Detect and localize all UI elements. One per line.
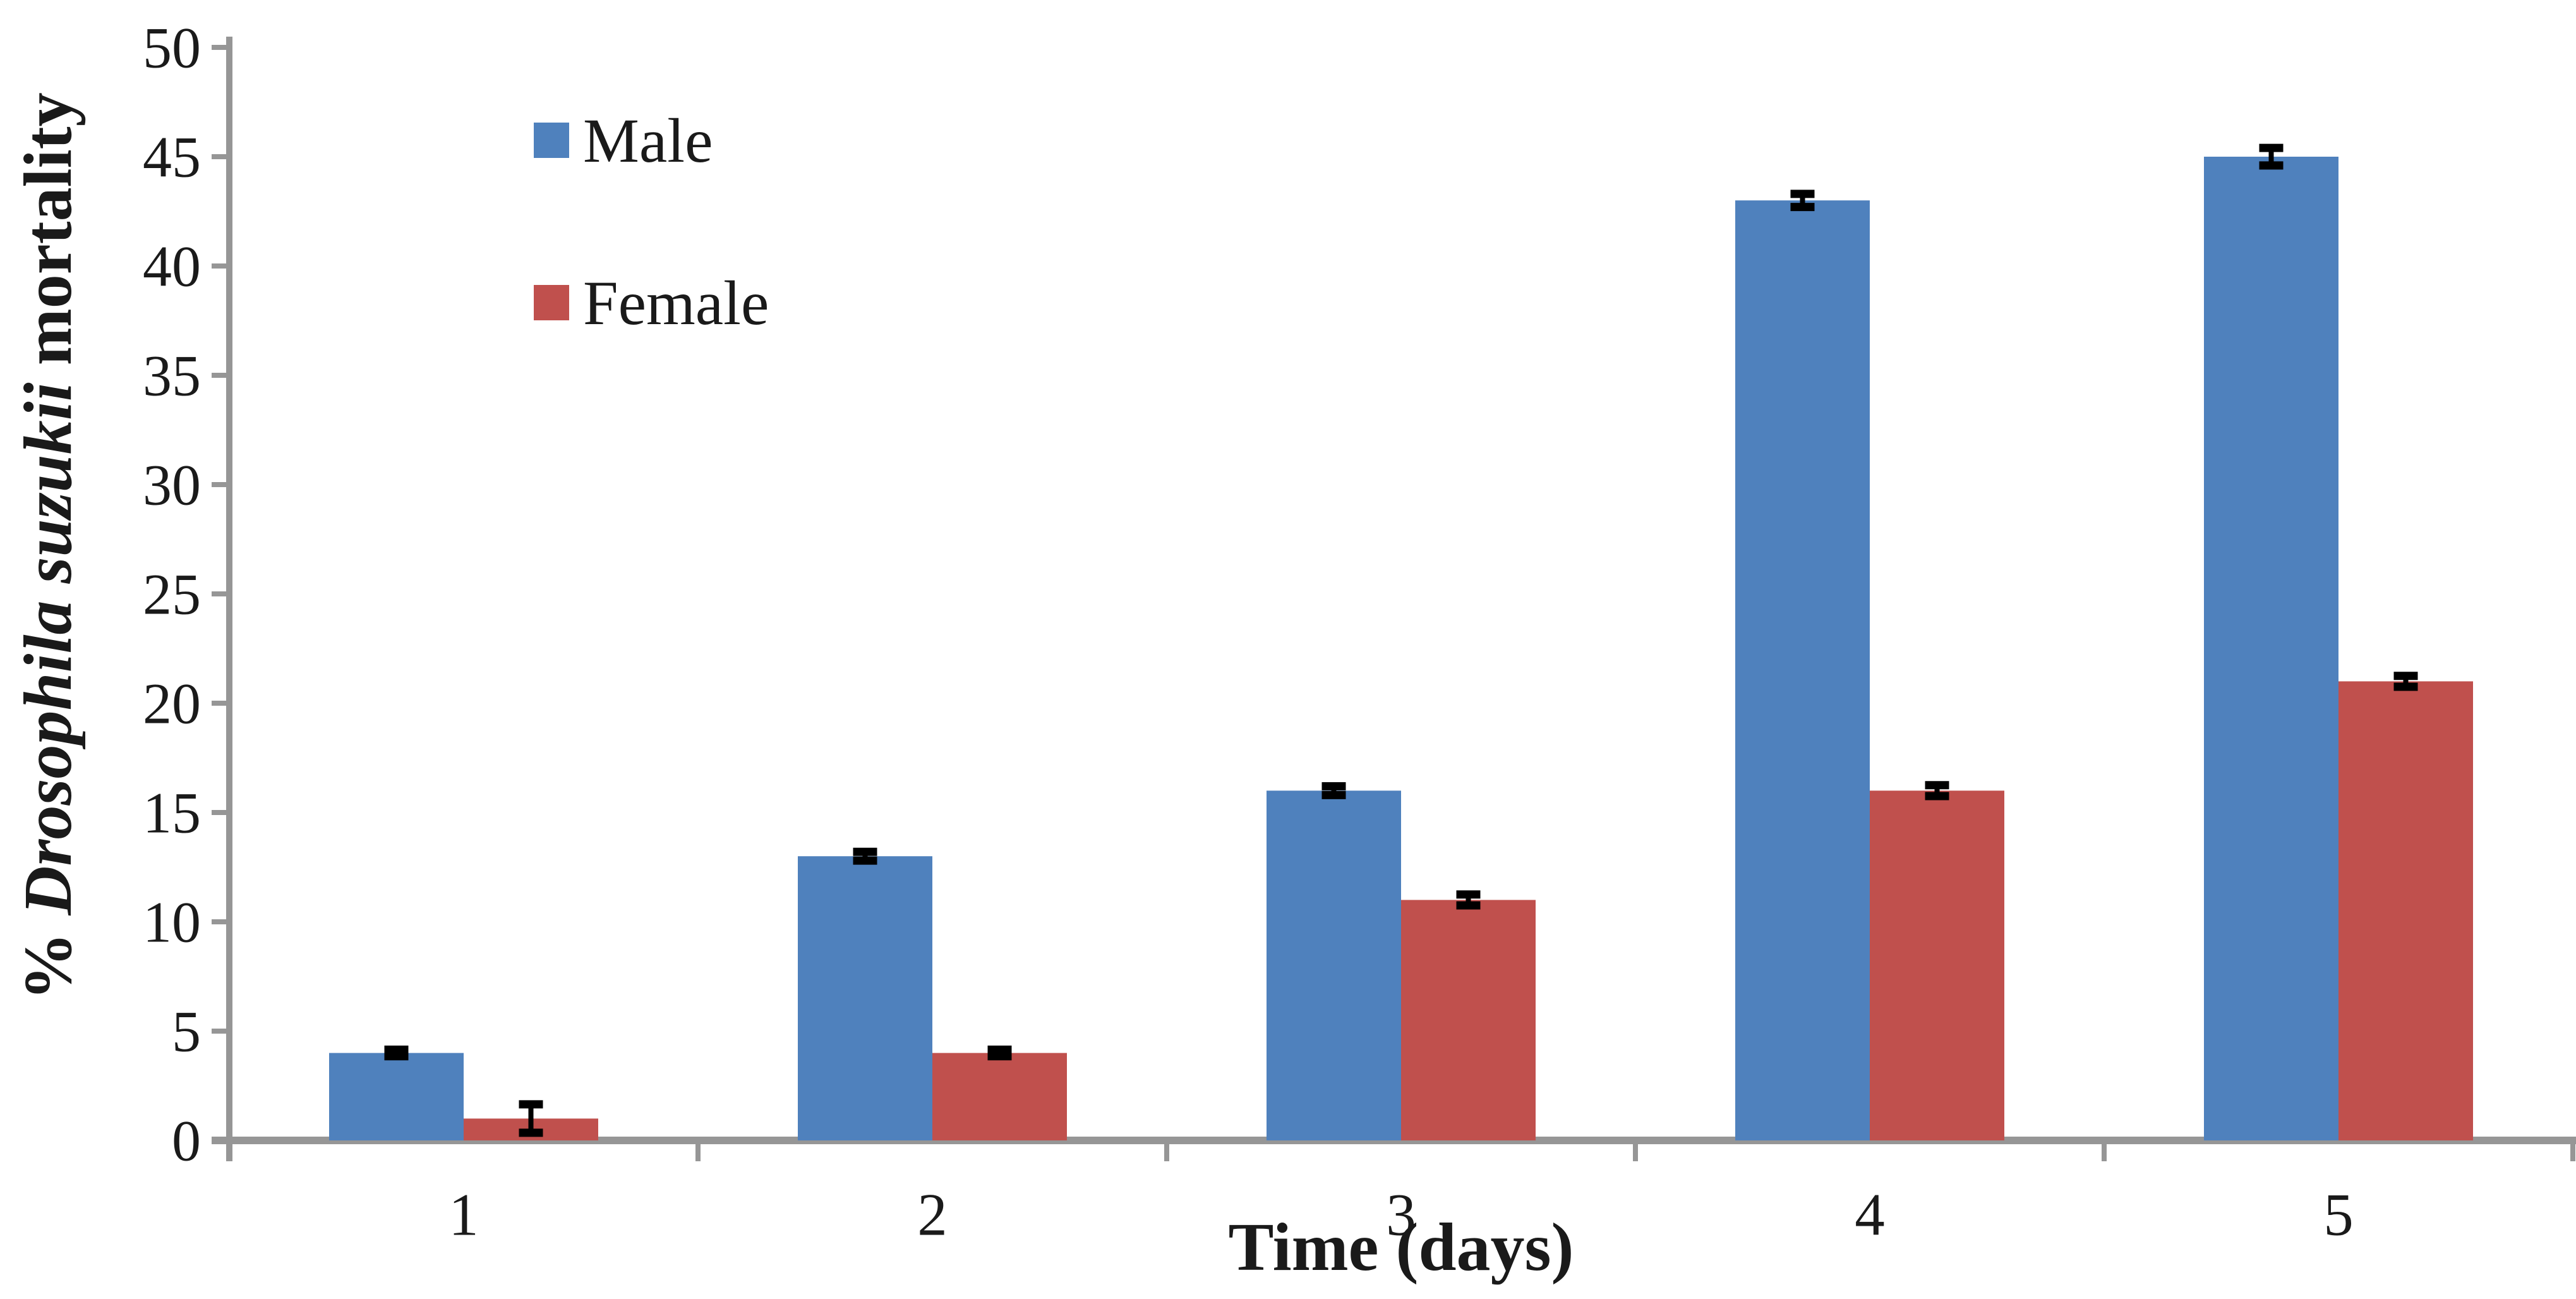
y-tick-label: 20 [143, 671, 201, 735]
y-tick-label: 0 [172, 1108, 201, 1173]
y-tick-label: 50 [143, 15, 201, 80]
x-axis-title: Time (days) [1228, 1210, 1574, 1285]
x-tick-label: 2 [917, 1181, 948, 1248]
x-tick-label: 1 [448, 1181, 479, 1248]
legend-label-female: Female [583, 268, 769, 338]
y-axis-title: % Drosophila suzukii mortality [11, 92, 86, 1000]
y-tick-label: 45 [143, 124, 201, 189]
bar-female-day4 [1870, 790, 2004, 1140]
x-tick-label: 4 [1855, 1181, 1885, 1248]
bar-male-day4 [1735, 200, 1870, 1141]
y-tick-label: 5 [172, 999, 201, 1063]
y-tick-label: 10 [143, 890, 201, 954]
x-tick-label: 3 [1386, 1181, 1416, 1248]
bar-male-day1 [329, 1053, 464, 1140]
bar-male-day5 [2204, 157, 2338, 1140]
x-tick-label: 5 [2323, 1181, 2354, 1248]
legend-swatch-female [534, 285, 569, 320]
y-tick-label: 35 [143, 343, 201, 408]
legend-label-male: Male [583, 106, 713, 176]
bar-female-day2 [932, 1053, 1067, 1140]
bar-male-day2 [798, 856, 932, 1140]
y-tick-label: 40 [143, 234, 201, 298]
bar-female-day3 [1401, 900, 1536, 1140]
y-tick-label: 15 [143, 780, 201, 845]
bar-female-day5 [2338, 681, 2473, 1140]
legend-swatch-male [534, 123, 569, 158]
bar-male-day3 [1267, 790, 1401, 1140]
y-tick-label: 25 [143, 562, 201, 626]
y-tick-label: 30 [143, 452, 201, 517]
